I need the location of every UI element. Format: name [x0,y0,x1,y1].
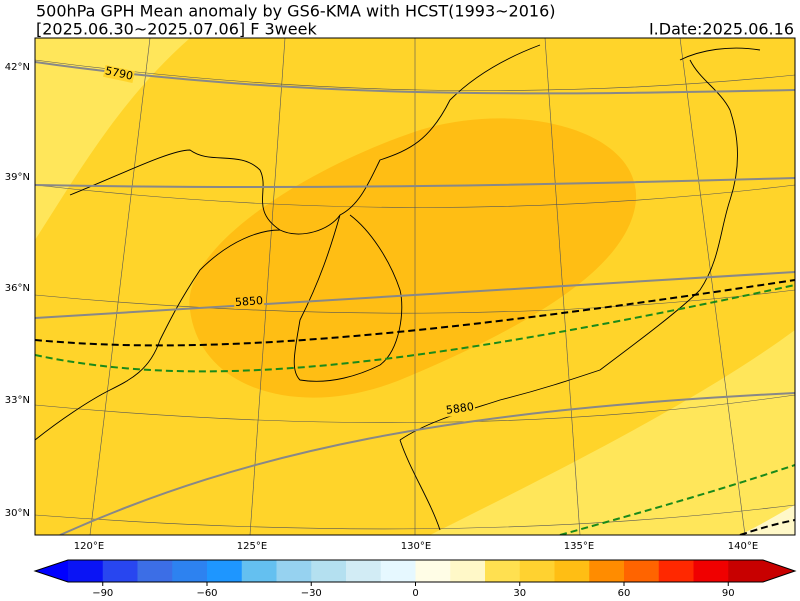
colorbar-segment [380,560,416,582]
colorbar-segment [172,560,208,582]
colorbar-segment [728,560,764,582]
colorbar-segment [137,560,173,582]
contour-label: 5850 [235,294,264,309]
colorbar-segment [415,560,451,582]
colorbar-tick-label: 0 [412,588,418,599]
lat-label: 33°N [5,395,30,406]
colorbar-segment [207,560,243,582]
field [189,118,637,398]
contour [35,61,795,535]
colorbar-tick-label: 30 [513,588,526,599]
lat-label: 30°N [5,508,30,519]
colorbar-frame [33,559,797,583]
map-frame [34,37,796,536]
colorbar-tick-label: −30 [301,588,322,599]
colorbar-tick-label: 60 [618,588,631,599]
contour-label: 5880 [445,400,475,417]
lat-label: 39°N [5,172,30,183]
colorbar-segment [658,560,694,582]
label-bg [233,294,265,310]
colorbar-tick-label: −90 [92,588,113,599]
colorbar-segment [241,560,277,582]
colorbar-segment [102,560,138,582]
colorbar-segment [519,560,555,582]
colorbar-extend [763,560,795,582]
colorbar-segment [554,560,590,582]
lon-label: 130°E [401,541,431,552]
init-date: I.Date:2025.06.16 [649,20,794,39]
colorbar-segment [589,560,625,582]
lon-label: 125°E [237,541,267,552]
colorbar-segment [485,560,521,582]
colorbar-tick-label: 90 [722,588,735,599]
label-bg [103,65,135,83]
label-bg [444,400,476,418]
lat-label: 36°N [5,283,30,294]
colorbar-extend [35,560,68,582]
lon-label: 135°E [564,541,594,552]
field [35,38,190,240]
coastline [35,44,761,531]
colorbar-segment [624,560,660,582]
map: 5790 5850 5880 [35,38,795,535]
colorbar-segment [68,560,104,582]
colorbar-segment [346,560,382,582]
colorbar-segment [450,560,486,582]
colorbar: −90 −60 −30 0 30 60 90 [33,559,797,599]
colorbar-segment [693,560,729,582]
lon-label: 120°E [74,541,104,552]
contour-label: 5790 [104,64,134,83]
lat-label: 42°N [5,62,30,73]
colorbar-segment [276,560,312,582]
field [740,505,795,535]
lon-label: 140°E [728,541,758,552]
colorbar-tick-label: −60 [196,588,217,599]
period: [2025.06.30~2025.07.06] F 3week [36,20,317,39]
colorbar-segment [311,560,347,582]
title: 500hPa GPH Mean anomaly by GS6-KMA with … [36,2,556,21]
field [430,330,795,535]
